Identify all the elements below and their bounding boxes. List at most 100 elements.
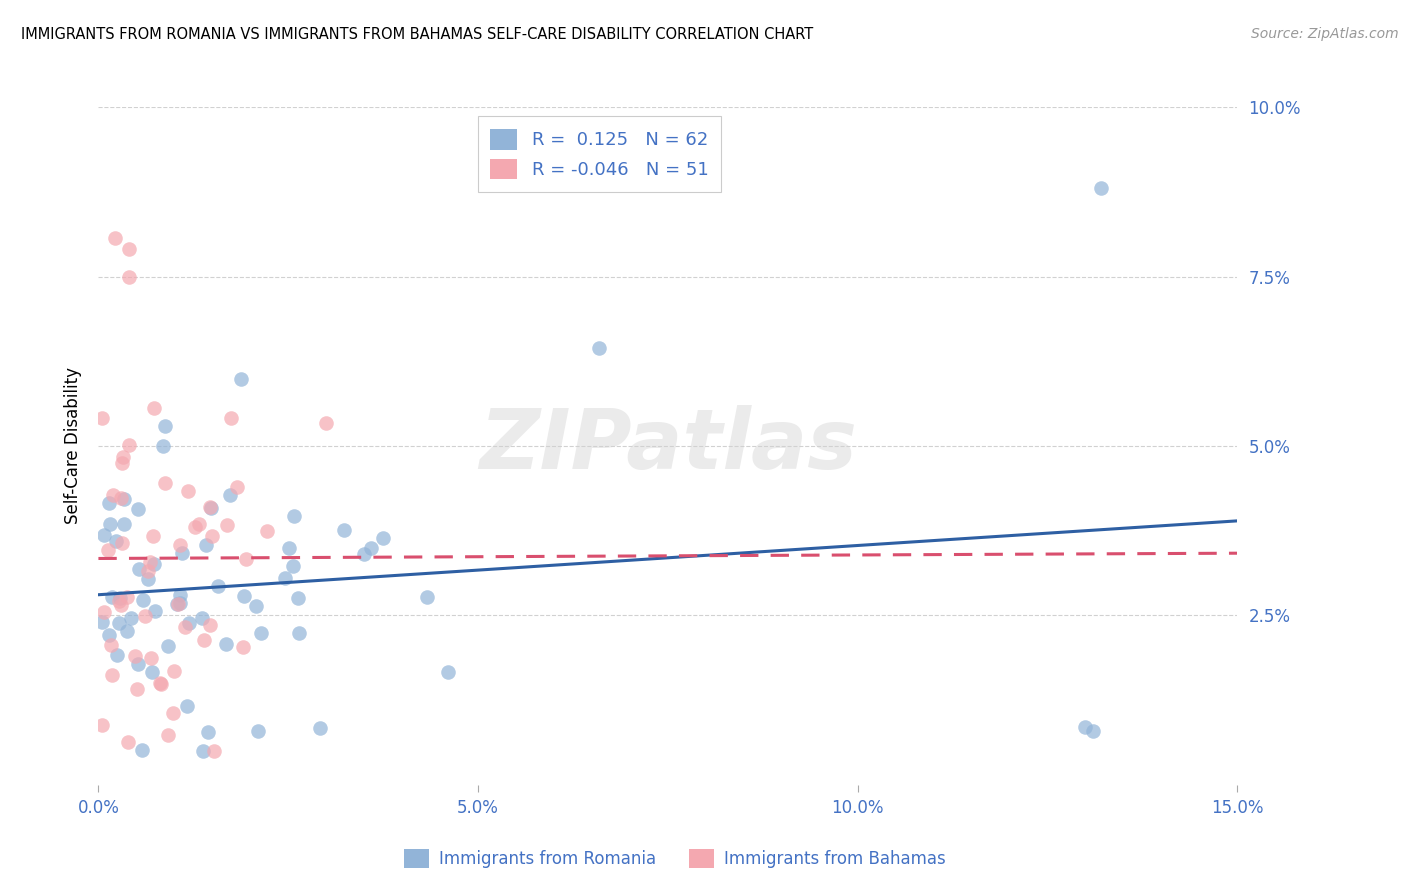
Point [143, 604, 166, 618]
Point [93, 528, 115, 542]
Text: ZIPatlas: ZIPatlas [479, 406, 856, 486]
Point [247, 723, 270, 738]
Point [111, 536, 134, 550]
Point [176, 698, 198, 713]
Point [278, 541, 301, 555]
Point [103, 488, 125, 502]
Point [256, 524, 278, 539]
Point [132, 593, 155, 607]
Point [193, 632, 215, 647]
Point [153, 475, 176, 490]
Point [274, 571, 297, 585]
Point [156, 728, 179, 742]
Point [197, 724, 219, 739]
Point [127, 502, 149, 516]
Point [172, 546, 194, 560]
Point [98, 496, 121, 510]
Point [97, 543, 120, 558]
Point [287, 591, 309, 605]
Point [91, 615, 114, 629]
Point [118, 269, 141, 284]
Point [169, 538, 191, 552]
Point [91, 718, 114, 732]
Point [91, 411, 114, 425]
Point [1090, 181, 1112, 195]
Point [152, 439, 174, 453]
Point [136, 572, 159, 586]
Point [124, 649, 146, 664]
Point [162, 706, 184, 720]
Point [177, 484, 200, 499]
Point [173, 620, 195, 634]
Point [142, 529, 165, 543]
Point [163, 665, 186, 679]
Point [1081, 723, 1104, 738]
Point [142, 401, 165, 416]
Point [183, 520, 205, 534]
Point [215, 637, 238, 651]
Point [360, 541, 382, 555]
Point [101, 590, 124, 604]
Point [169, 588, 191, 602]
Point [245, 599, 267, 614]
Point [112, 492, 135, 507]
Point [188, 516, 211, 531]
Point [150, 677, 173, 691]
Point [191, 611, 214, 625]
Point [332, 523, 354, 537]
Point [127, 657, 149, 671]
Point [111, 450, 134, 464]
Point [250, 625, 273, 640]
Text: Source: ZipAtlas.com: Source: ZipAtlas.com [1251, 27, 1399, 41]
Point [371, 532, 394, 546]
Point [201, 528, 224, 542]
Point [98, 516, 121, 531]
Point [198, 617, 221, 632]
Point [93, 605, 115, 619]
Point [105, 648, 128, 662]
Point [110, 598, 132, 612]
Point [204, 744, 226, 758]
Point [353, 548, 375, 562]
Point [308, 721, 330, 735]
Point [283, 558, 305, 573]
Point [111, 456, 134, 470]
Point [200, 500, 222, 515]
Point [117, 734, 139, 748]
Point [97, 628, 120, 642]
Point [118, 243, 141, 257]
Point [101, 668, 124, 682]
Point [195, 538, 218, 552]
Point [120, 611, 142, 625]
Point [215, 518, 238, 533]
Point [139, 555, 162, 569]
Point [169, 596, 191, 610]
Point [219, 411, 242, 425]
Point [112, 516, 135, 531]
Point [588, 341, 610, 355]
Point [118, 438, 141, 452]
Point [136, 564, 159, 578]
Point [104, 231, 127, 245]
Point [110, 491, 132, 505]
Point [1074, 720, 1097, 734]
Point [232, 640, 254, 654]
Point [131, 742, 153, 756]
Point [142, 557, 165, 571]
Point [219, 488, 242, 502]
Point [117, 624, 139, 638]
Legend: Immigrants from Romania, Immigrants from Bahamas: Immigrants from Romania, Immigrants from… [396, 842, 953, 875]
Point [235, 552, 257, 566]
Point [167, 597, 190, 611]
Y-axis label: Self-Care Disability: Self-Care Disability [65, 368, 83, 524]
Point [104, 534, 127, 549]
Point [149, 675, 172, 690]
Point [108, 591, 131, 605]
Point [139, 651, 162, 665]
Point [233, 589, 256, 603]
Point [100, 638, 122, 652]
Point [141, 665, 163, 679]
Point [156, 639, 179, 653]
Point [436, 665, 458, 679]
Point [207, 579, 229, 593]
